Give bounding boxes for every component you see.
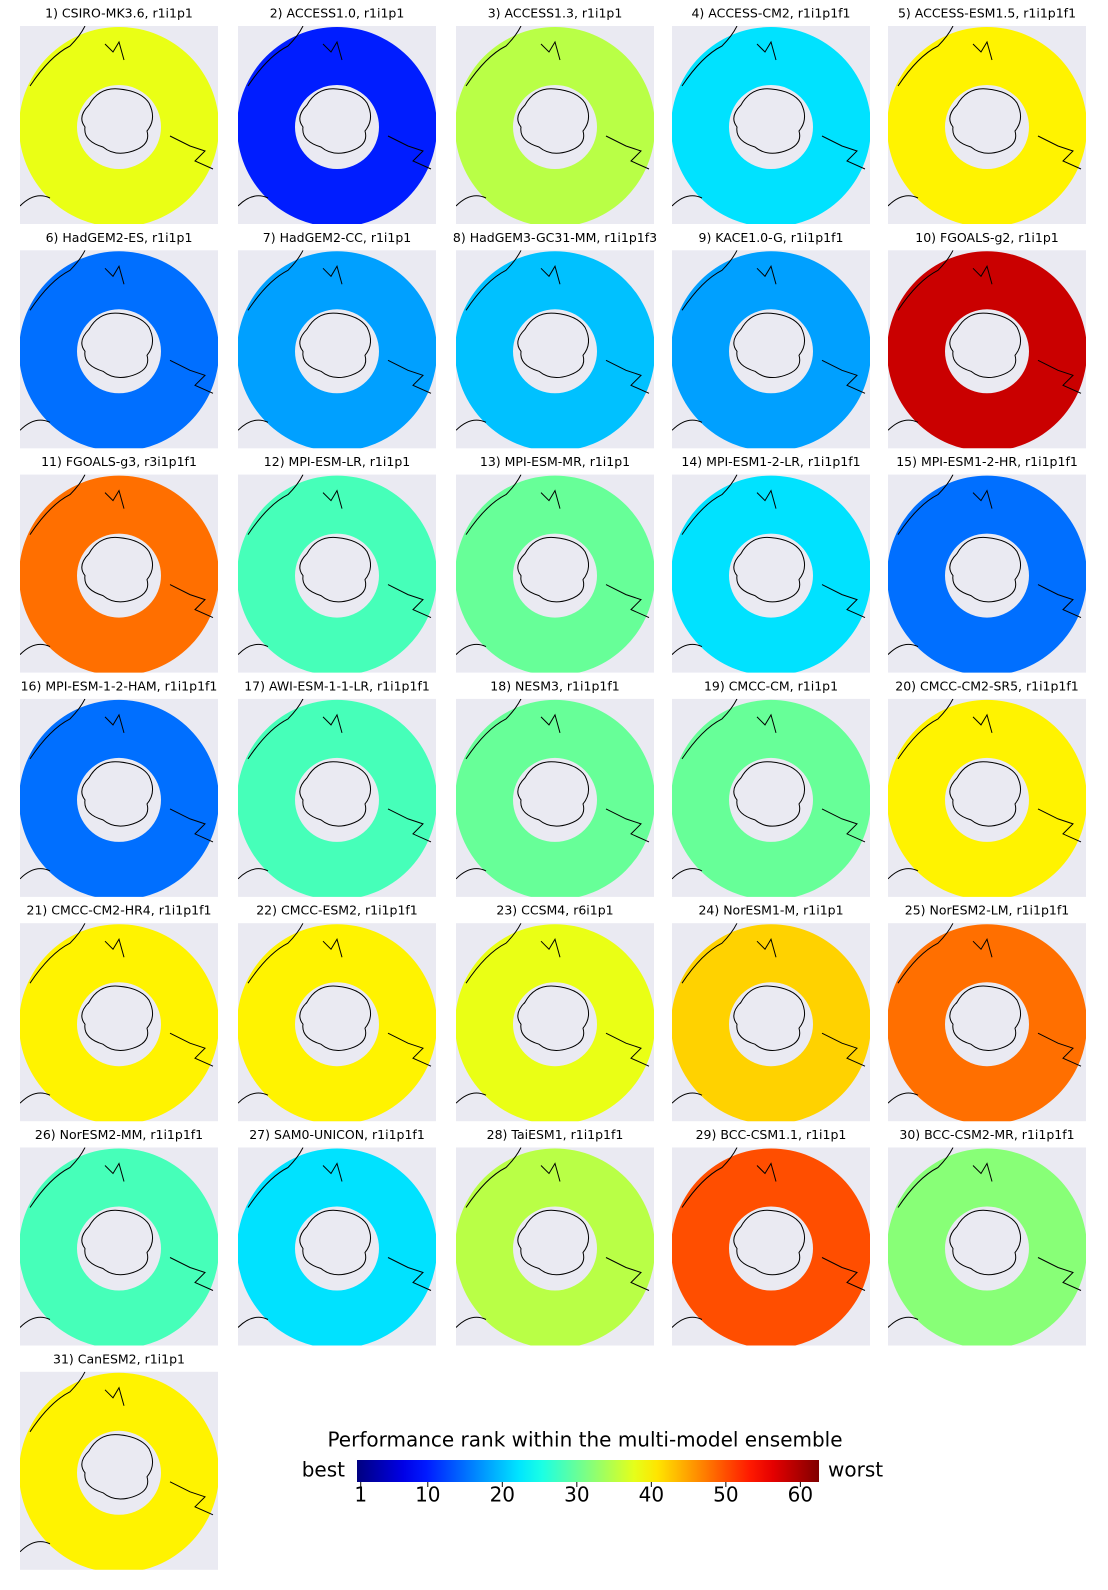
panel-title: 28) TaiESM1, r1i1p1f1	[487, 1127, 624, 1142]
map-panel: 29) BCC-CSM1.1, r1i1p1	[671, 1127, 871, 1349]
colorbar-tick-label: 10	[415, 1483, 440, 1507]
colorbar-low-label: best	[302, 1458, 345, 1482]
map-panel: 7) HadGEM2-CC, r1i1p1	[237, 230, 437, 451]
map-panel: 26) NorESM2-MM, r1i1p1f1	[19, 1127, 219, 1349]
panel-title: 4) ACCESS-CM2, r1i1p1f1	[691, 6, 850, 21]
map-panel: 10) FGOALS-g2, r1i1p1	[887, 230, 1087, 451]
colorbar	[357, 1460, 819, 1482]
colorbar-tick-label: 60	[788, 1483, 813, 1507]
panel-title: 15) MPI-ESM1-2-HR, r1i1p1f1	[896, 454, 1078, 469]
map-panel: 3) ACCESS1.3, r1i1p1	[455, 6, 655, 228]
map-panel: 19) CMCC-CM, r1i1p1	[671, 678, 871, 900]
panel-title: 7) HadGEM2-CC, r1i1p1	[263, 230, 411, 245]
colorbar-tick-label: 20	[490, 1483, 515, 1507]
map-panel: 16) MPI-ESM-1-2-HAM, r1i1p1f1	[19, 678, 219, 900]
colorbar-tick-label: 50	[713, 1483, 738, 1507]
map-panel: 27) SAM0-UNICON, r1i1p1f1	[237, 1127, 437, 1349]
map-panel: 13) MPI-ESM-MR, r1i1p1	[455, 454, 655, 675]
figure: Performance rank within the multi-model …	[0, 0, 1108, 1586]
map-panel: 22) CMCC-ESM2, r1i1p1f1	[237, 903, 437, 1124]
panel-title: 26) NorESM2-MM, r1i1p1f1	[35, 1127, 203, 1142]
panel-title: 19) CMCC-CM, r1i1p1	[704, 678, 838, 693]
panel-title: 30) BCC-CSM2-MR, r1i1p1f1	[899, 1127, 1074, 1142]
map-panel: 17) AWI-ESM-1-1-LR, r1i1p1f1	[237, 678, 437, 900]
map-panel: 23) CCSM4, r6i1p1	[455, 903, 655, 1124]
map-panel: 5) ACCESS-ESM1.5, r1i1p1f1	[887, 6, 1087, 228]
map-panel: 14) MPI-ESM1-2-LR, r1i1p1f1	[671, 454, 871, 675]
map-panel: 21) CMCC-CM2-HR4, r1i1p1f1	[19, 903, 219, 1124]
panel-title: 5) ACCESS-ESM1.5, r1i1p1f1	[898, 6, 1076, 21]
panel-title: 20) CMCC-CM2-SR5, r1i1p1f1	[895, 678, 1079, 693]
map-panel: 6) HadGEM2-ES, r1i1p1	[19, 230, 219, 451]
colorbar-tick-label: 40	[639, 1483, 664, 1507]
panel-title: 2) ACCESS1.0, r1i1p1	[270, 6, 405, 21]
colorbar-tick-label: 30	[564, 1483, 589, 1507]
map-panel: 24) NorESM1-M, r1i1p1	[671, 903, 871, 1124]
map-panel: 30) BCC-CSM2-MR, r1i1p1f1	[887, 1127, 1087, 1349]
panel-title: 22) CMCC-ESM2, r1i1p1f1	[256, 903, 418, 918]
map-panel: 20) CMCC-CM2-SR5, r1i1p1f1	[887, 678, 1087, 900]
panel-title: 13) MPI-ESM-MR, r1i1p1	[480, 454, 630, 469]
panel-title: 29) BCC-CSM1.1, r1i1p1	[696, 1127, 847, 1142]
panel-title: 6) HadGEM2-ES, r1i1p1	[46, 230, 193, 245]
panel-title: 11) FGOALS-g3, r3i1p1f1	[41, 454, 197, 469]
map-panel: 1) CSIRO-MK3.6, r1i1p1	[19, 6, 219, 228]
panel-title: 10) FGOALS-g2, r1i1p1	[915, 230, 1058, 245]
map-panel: 31) CanESM2, r1i1p1	[19, 1351, 219, 1572]
colorbar-title: Performance rank within the multi-model …	[327, 1428, 842, 1452]
map-panel: 2) ACCESS1.0, r1i1p1	[237, 6, 437, 228]
map-panel: 4) ACCESS-CM2, r1i1p1f1	[671, 6, 871, 228]
panel-title: 21) CMCC-CM2-HR4, r1i1p1f1	[27, 903, 212, 918]
map-panel: 9) KACE1.0-G, r1i1p1f1	[671, 230, 871, 451]
map-panel: 15) MPI-ESM1-2-HR, r1i1p1f1	[887, 454, 1087, 675]
map-panel: 18) NESM3, r1i1p1f1	[455, 678, 655, 900]
panel-title: 12) MPI-ESM-LR, r1i1p1	[264, 454, 410, 469]
panel-title: 16) MPI-ESM-1-2-HAM, r1i1p1f1	[21, 678, 218, 693]
panel-title: 14) MPI-ESM1-2-LR, r1i1p1f1	[681, 454, 860, 469]
colorbar-tick-label: 1	[354, 1483, 367, 1507]
panel-title: 24) NorESM1-M, r1i1p1	[698, 903, 843, 918]
panel-title: 1) CSIRO-MK3.6, r1i1p1	[45, 6, 193, 21]
map-panel: 25) NorESM2-LM, r1i1p1f1	[887, 903, 1087, 1124]
panel-title: 8) HadGEM3-GC31-MM, r1i1p1f3	[453, 230, 657, 245]
panel-title: 9) KACE1.0-G, r1i1p1f1	[699, 230, 844, 245]
panel-title: 23) CCSM4, r6i1p1	[496, 903, 613, 918]
panel-title: 31) CanESM2, r1i1p1	[53, 1351, 185, 1366]
map-panel: 12) MPI-ESM-LR, r1i1p1	[237, 454, 437, 675]
panel-title: 3) ACCESS1.3, r1i1p1	[488, 6, 623, 21]
colorbar-high-label: worst	[828, 1458, 883, 1482]
map-panel: 8) HadGEM3-GC31-MM, r1i1p1f3	[453, 230, 657, 451]
panel-title: 25) NorESM2-LM, r1i1p1f1	[905, 903, 1069, 918]
map-panel: 28) TaiESM1, r1i1p1f1	[455, 1127, 655, 1349]
panel-title: 27) SAM0-UNICON, r1i1p1f1	[249, 1127, 425, 1142]
panel-title: 17) AWI-ESM-1-1-LR, r1i1p1f1	[244, 678, 430, 693]
map-panel: 11) FGOALS-g3, r3i1p1f1	[19, 454, 219, 675]
panel-title: 18) NESM3, r1i1p1f1	[490, 678, 619, 693]
